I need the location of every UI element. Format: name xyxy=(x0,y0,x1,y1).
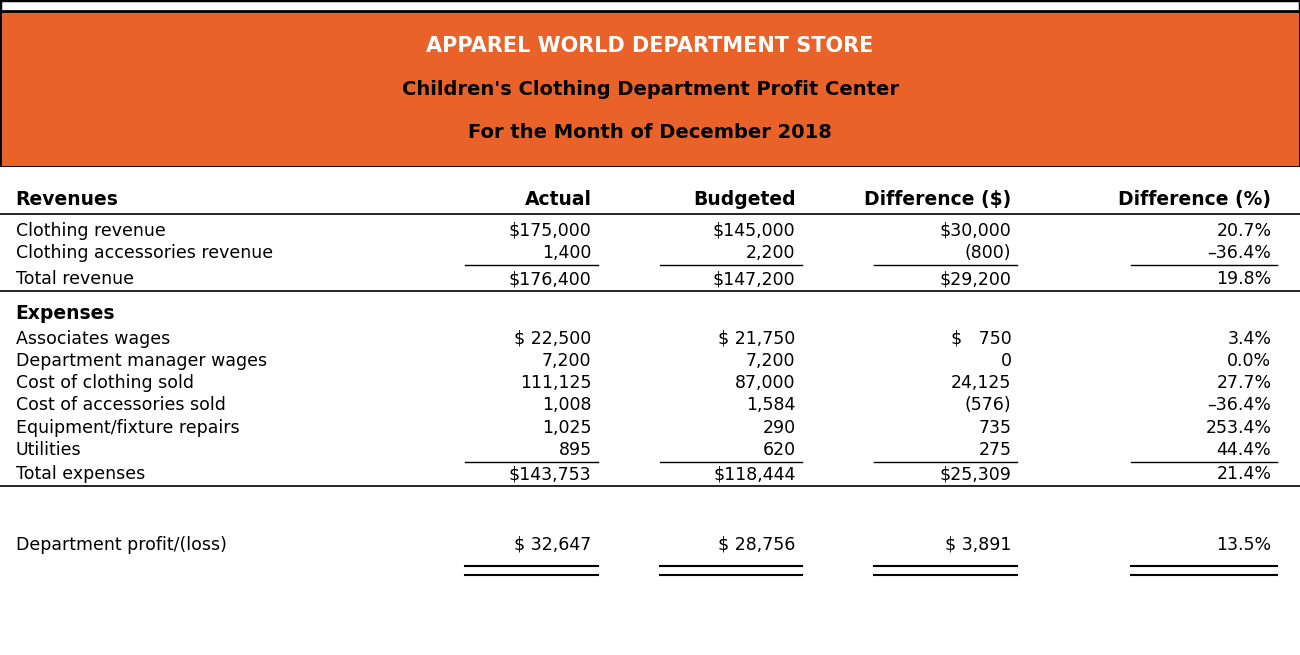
Text: 111,125: 111,125 xyxy=(520,374,592,392)
Text: 7,200: 7,200 xyxy=(542,352,592,370)
Text: $147,200: $147,200 xyxy=(712,270,796,288)
Text: $ 22,500: $ 22,500 xyxy=(515,329,592,348)
Text: Clothing accessories revenue: Clothing accessories revenue xyxy=(16,244,273,263)
Text: 735: 735 xyxy=(979,419,1011,437)
Text: 2,200: 2,200 xyxy=(746,244,796,263)
Text: 1,400: 1,400 xyxy=(542,244,592,263)
Text: $ 32,647: $ 32,647 xyxy=(515,536,592,554)
Text: Associates wages: Associates wages xyxy=(16,329,170,348)
Text: $145,000: $145,000 xyxy=(712,221,796,240)
Text: Equipment/fixture repairs: Equipment/fixture repairs xyxy=(16,419,239,437)
FancyBboxPatch shape xyxy=(0,167,1300,655)
Text: 1,025: 1,025 xyxy=(542,419,592,437)
Text: APPAREL WORLD DEPARTMENT STORE: APPAREL WORLD DEPARTMENT STORE xyxy=(426,35,874,56)
Text: Total revenue: Total revenue xyxy=(16,270,134,288)
Text: $118,444: $118,444 xyxy=(714,465,796,483)
Text: 13.5%: 13.5% xyxy=(1217,536,1271,554)
Text: Total expenses: Total expenses xyxy=(16,465,144,483)
Text: Difference ($): Difference ($) xyxy=(864,190,1011,210)
Text: 620: 620 xyxy=(763,441,796,459)
Text: $25,309: $25,309 xyxy=(940,465,1011,483)
Text: (800): (800) xyxy=(965,244,1011,263)
Text: Cost of clothing sold: Cost of clothing sold xyxy=(16,374,194,392)
Text: –36.4%: –36.4% xyxy=(1208,396,1271,415)
Text: 44.4%: 44.4% xyxy=(1217,441,1271,459)
Text: (576): (576) xyxy=(965,396,1011,415)
FancyBboxPatch shape xyxy=(0,11,1300,167)
Text: $ 21,750: $ 21,750 xyxy=(719,329,796,348)
Text: 895: 895 xyxy=(559,441,592,459)
Text: Actual: Actual xyxy=(524,190,592,210)
Text: 1,584: 1,584 xyxy=(746,396,796,415)
Text: Budgeted: Budgeted xyxy=(693,190,796,210)
Text: Cost of accessories sold: Cost of accessories sold xyxy=(16,396,225,415)
Text: For the Month of December 2018: For the Month of December 2018 xyxy=(468,123,832,142)
Text: $   750: $ 750 xyxy=(950,329,1011,348)
Text: 21.4%: 21.4% xyxy=(1217,465,1271,483)
Text: Department profit/(loss): Department profit/(loss) xyxy=(16,536,226,554)
Text: Utilities: Utilities xyxy=(16,441,81,459)
Text: 3.4%: 3.4% xyxy=(1227,329,1271,348)
Text: 87,000: 87,000 xyxy=(734,374,796,392)
Text: 290: 290 xyxy=(763,419,796,437)
Text: 275: 275 xyxy=(979,441,1011,459)
Text: –36.4%: –36.4% xyxy=(1208,244,1271,263)
Text: 20.7%: 20.7% xyxy=(1217,221,1271,240)
Text: Department manager wages: Department manager wages xyxy=(16,352,266,370)
Text: Revenues: Revenues xyxy=(16,190,118,210)
Text: Expenses: Expenses xyxy=(16,303,116,323)
Text: $30,000: $30,000 xyxy=(940,221,1011,240)
Text: $29,200: $29,200 xyxy=(940,270,1011,288)
Text: $ 3,891: $ 3,891 xyxy=(945,536,1011,554)
Text: $143,753: $143,753 xyxy=(508,465,592,483)
Text: $ 28,756: $ 28,756 xyxy=(718,536,796,554)
Text: 0.0%: 0.0% xyxy=(1227,352,1271,370)
Text: $176,400: $176,400 xyxy=(508,270,592,288)
Text: 27.7%: 27.7% xyxy=(1217,374,1271,392)
Text: 24,125: 24,125 xyxy=(952,374,1011,392)
Text: 7,200: 7,200 xyxy=(746,352,796,370)
Text: $175,000: $175,000 xyxy=(508,221,592,240)
Text: 19.8%: 19.8% xyxy=(1216,270,1271,288)
Text: Children's Clothing Department Profit Center: Children's Clothing Department Profit Ce… xyxy=(402,80,898,99)
Text: 1,008: 1,008 xyxy=(542,396,592,415)
Text: 253.4%: 253.4% xyxy=(1205,419,1271,437)
Text: 0: 0 xyxy=(1001,352,1011,370)
Text: Clothing revenue: Clothing revenue xyxy=(16,221,165,240)
Text: Difference (%): Difference (%) xyxy=(1118,190,1271,210)
